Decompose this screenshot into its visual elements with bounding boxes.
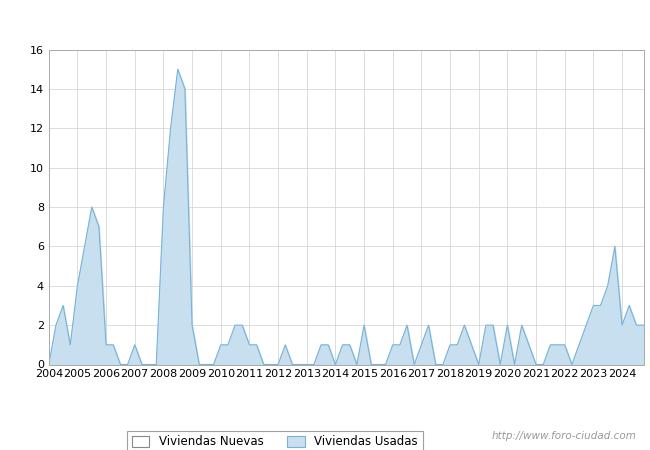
Text: Vianos - Evolucion del Nº de Transacciones Inmobiliarias: Vianos - Evolucion del Nº de Transaccion… — [80, 15, 570, 30]
Legend: Viviendas Nuevas, Viviendas Usadas: Viviendas Nuevas, Viviendas Usadas — [127, 431, 422, 450]
Text: http://www.foro-ciudad.com: http://www.foro-ciudad.com — [492, 431, 637, 441]
